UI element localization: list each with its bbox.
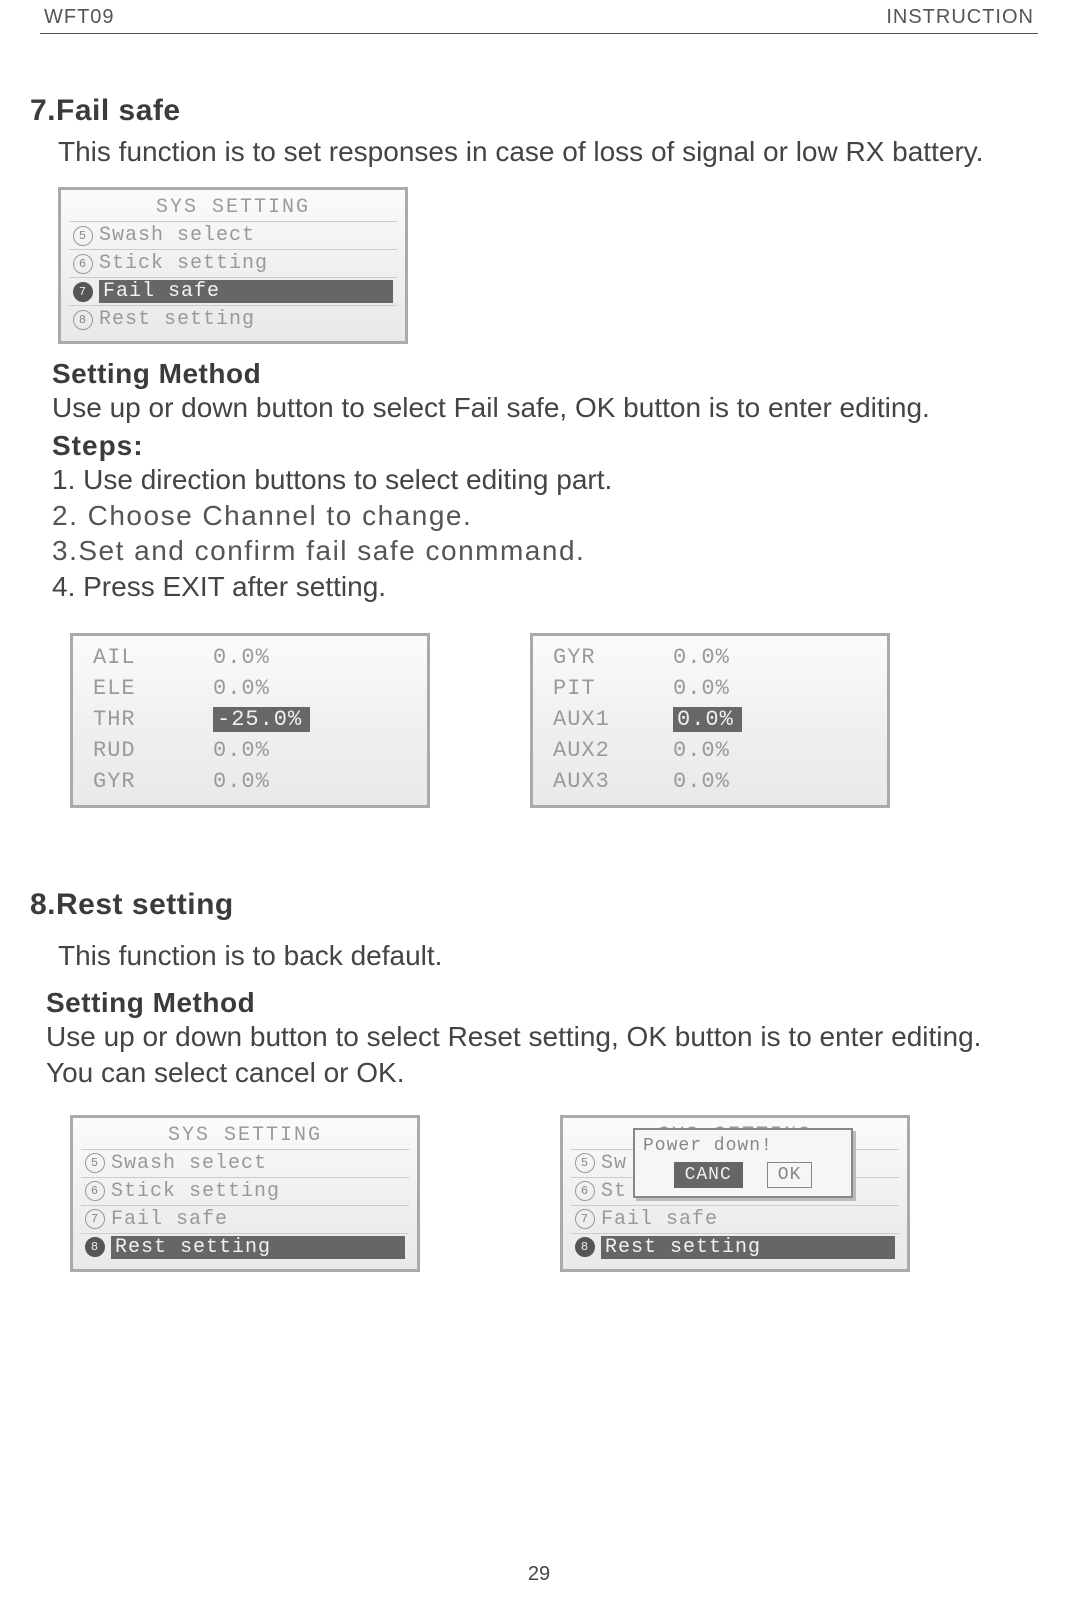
channel-name: PIT [553,676,673,701]
page-content: 7.Fail safe This function is to set resp… [30,94,1048,1272]
channel-row[interactable]: GYR0.0% [541,642,879,673]
menu-row[interactable]: 6 Stick setting [69,249,397,277]
confirm-dialog: Power down! CANC OK [633,1128,853,1198]
sys-setting-menu-rest: SYS SETTING 5 Swash select 6 Stick setti… [70,1115,420,1272]
menu-num-icon: 7 [85,1209,105,1229]
menu-label: Swash select [111,1152,405,1175]
menu-label: Stick setting [99,252,393,275]
menu-row[interactable]: 8 Rest setting [69,305,397,333]
sys-setting-menu-rest-dialog: SYS SETTING 5 Sw 6 St 7 Fail safe 8 Rest… [560,1115,910,1272]
section8-method-line2: You can select cancel or OK. [46,1055,1048,1091]
channel-value: 0.0% [673,645,730,670]
menu-row[interactable]: 7 Fail safe [81,1205,409,1233]
step-2: 2. Choose Channel to change. [52,498,1048,534]
menu-row[interactable]: 5 Swash select [69,221,397,249]
channel-value: 0.0% [673,676,730,701]
channel-row-selected[interactable]: AUX10.0% [541,704,879,735]
menu-label: Fail safe [111,1208,405,1231]
header-left: WFT09 [44,6,115,29]
channel-value: -25.0% [213,707,310,732]
channel-name: AUX1 [553,707,673,732]
step-3: 3.Set and confirm fail safe conmmand. [52,533,1048,569]
section8-method-line1: Use up or down button to select Reset se… [46,1019,1048,1055]
page-number: 29 [0,1563,1078,1586]
channel-name: AUX3 [553,769,673,794]
channel-row[interactable]: AIL0.0% [81,642,419,673]
menu-title: SYS SETTING [81,1124,409,1149]
channel-value: 0.0% [213,738,270,763]
channel-name: RUD [93,738,213,763]
menu-label: Stick setting [111,1180,405,1203]
channel-name: AUX2 [553,738,673,763]
menu-row-selected[interactable]: 7 Fail safe [69,277,397,305]
failsafe-channels-left: AIL0.0% ELE0.0% THR-25.0% RUD0.0% GYR0.0… [70,633,430,808]
dialog-title: Power down! [643,1136,843,1156]
channel-value: 0.0% [213,676,270,701]
header-right: INSTRUCTION [886,6,1034,29]
failsafe-channels-right: GYR0.0% PIT0.0% AUX10.0% AUX20.0% AUX30.… [530,633,890,808]
channel-name: THR [93,707,213,732]
menu-num-icon: 7 [575,1209,595,1229]
channel-row[interactable]: RUD0.0% [81,735,419,766]
menu-num-icon: 5 [575,1153,595,1173]
menu-num-icon: 8 [575,1237,595,1257]
menu-num-icon: 5 [85,1153,105,1173]
channel-row[interactable]: ELE0.0% [81,673,419,704]
menu-row[interactable]: 5 Swash select [81,1149,409,1177]
section8-intro: This function is to back default. [58,938,1038,973]
menu-num-icon: 6 [73,254,93,274]
channel-value: 0.0% [673,707,742,732]
menu-label: Swash select [99,224,393,247]
section8-title: 8.Rest setting [30,888,1048,922]
section7-method-text: Use up or down button to select Fail saf… [52,390,1048,426]
section7-title: 7.Fail safe [30,94,1048,128]
menu-title: SYS SETTING [69,196,397,221]
menu-num-icon: 6 [575,1181,595,1201]
menu-num-icon: 6 [85,1181,105,1201]
menu-num-icon: 8 [73,310,93,330]
page-header: WFT09 INSTRUCTION [40,0,1038,34]
menu-label: Rest setting [99,308,393,331]
section7-method-heading: Setting Method [52,358,1048,390]
channel-row[interactable]: AUX20.0% [541,735,879,766]
section8-method-heading: Setting Method [46,987,1048,1019]
channel-value: 0.0% [213,769,270,794]
section7-steps-heading: Steps: [52,430,1048,462]
channel-row[interactable]: PIT0.0% [541,673,879,704]
channel-name: AIL [93,645,213,670]
menu-label: Rest setting [601,1236,895,1259]
menu-num-icon: 7 [73,282,93,302]
channel-value: 0.0% [673,769,730,794]
channel-value: 0.0% [673,738,730,763]
channel-name: GYR [553,645,673,670]
sys-setting-menu-failsafe: SYS SETTING 5 Swash select 6 Stick setti… [58,187,408,344]
ok-button[interactable]: OK [767,1162,813,1188]
channel-row-selected[interactable]: THR-25.0% [81,704,419,735]
section7-intro: This function is to set responses in cas… [58,134,1038,169]
menu-row[interactable]: 6 Stick setting [81,1177,409,1205]
menu-row[interactable]: 7 Fail safe [571,1205,899,1233]
channel-row[interactable]: AUX30.0% [541,766,879,797]
step-1: 1. Use direction buttons to select editi… [52,462,1048,498]
step-4: 4. Press EXIT after setting. [52,569,1048,605]
menu-label: Rest setting [111,1236,405,1259]
channel-row[interactable]: GYR0.0% [81,766,419,797]
menu-label: Fail safe [601,1208,895,1231]
channel-name: ELE [93,676,213,701]
menu-label: Fail safe [99,280,393,303]
menu-num-icon: 5 [73,226,93,246]
channel-value: 0.0% [213,645,270,670]
cancel-button[interactable]: CANC [674,1162,743,1188]
menu-num-icon: 8 [85,1237,105,1257]
menu-row-selected[interactable]: 8 Rest setting [81,1233,409,1261]
menu-row-selected[interactable]: 8 Rest setting [571,1233,899,1261]
channel-name: GYR [93,769,213,794]
